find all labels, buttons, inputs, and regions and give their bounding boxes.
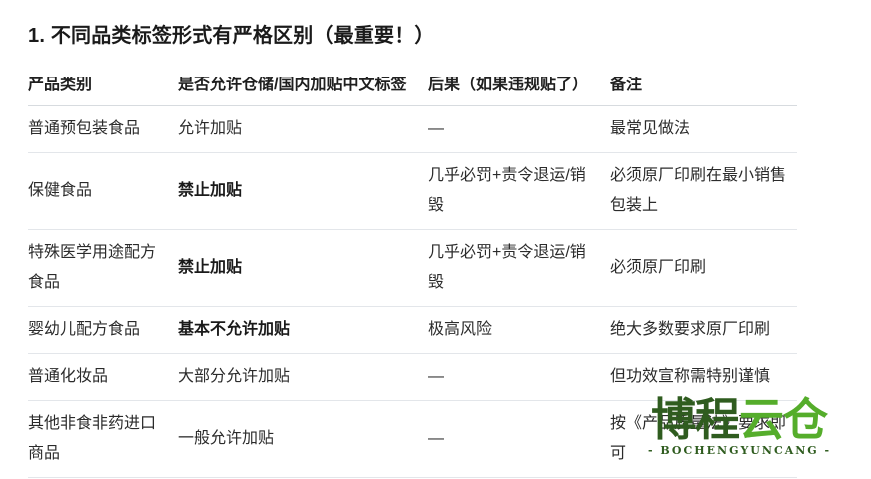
cell-allowed: 一般允许加贴 xyxy=(178,400,428,478)
cell-allowed: 禁止加贴 xyxy=(178,229,428,307)
cell-category: 特殊医学用途配方食品 xyxy=(28,229,178,307)
table-header-row: 产品类别 是否允许仓储/国内加贴中文标签 后果（如果违规贴了） 备注 xyxy=(28,77,797,106)
table-row: 普通化妆品 大部分允许加贴 — 但功效宣称需特别谨慎 xyxy=(28,353,797,401)
cell-category: 其他非食非药进口商品 xyxy=(28,400,178,478)
page-title: 1. 不同品类标签形式有严格区别（最重要！） xyxy=(28,25,435,47)
cell-note: 但功效宣称需特别谨慎 xyxy=(610,353,797,401)
cell-consequence: — xyxy=(428,400,610,478)
cell-note: 绝大多数要求原厂印刷 xyxy=(610,306,797,354)
table-row: 其他非食非药进口商品 一般允许加贴 — 按《产品质量法》要求即可 xyxy=(28,400,797,478)
cell-consequence: — xyxy=(428,353,610,401)
col-header-category: 产品类别 xyxy=(28,77,178,106)
cell-allowed: 允许加贴 xyxy=(178,105,428,153)
cell-note: 必须原厂印刷在最小销售包装上 xyxy=(610,152,797,230)
cell-consequence: 极高风险 xyxy=(428,306,610,354)
cell-allowed: 禁止加贴 xyxy=(178,152,428,230)
cell-note: 最常见做法 xyxy=(610,105,797,153)
cell-note: 必须原厂印刷 xyxy=(610,229,797,307)
cell-category: 婴幼儿配方食品 xyxy=(28,306,178,354)
label-rules-table: 产品类别 是否允许仓储/国内加贴中文标签 后果（如果违规贴了） 备注 普通预包装… xyxy=(28,77,797,478)
cell-allowed: 大部分允许加贴 xyxy=(178,353,428,401)
table-row: 普通预包装食品 允许加贴 — 最常见做法 xyxy=(28,105,797,153)
col-header-note: 备注 xyxy=(610,77,797,106)
cell-note: 按《产品质量法》要求即可 xyxy=(610,400,797,478)
cell-consequence: 几乎必罚+责令退运/销毁 xyxy=(428,152,610,230)
cell-consequence: 几乎必罚+责令退运/销毁 xyxy=(428,229,610,307)
table-row: 保健食品 禁止加贴 几乎必罚+责令退运/销毁 必须原厂印刷在最小销售包装上 xyxy=(28,152,797,230)
cell-consequence: — xyxy=(428,105,610,153)
table-row: 特殊医学用途配方食品 禁止加贴 几乎必罚+责令退运/销毁 必须原厂印刷 xyxy=(28,229,797,307)
cell-category: 保健食品 xyxy=(28,152,178,230)
col-header-consequence: 后果（如果违规贴了） xyxy=(428,77,610,106)
cell-category: 普通预包装食品 xyxy=(28,105,178,153)
table-row: 婴幼儿配方食品 基本不允许加贴 极高风险 绝大多数要求原厂印刷 xyxy=(28,306,797,354)
cell-category: 普通化妆品 xyxy=(28,353,178,401)
col-header-allowed: 是否允许仓储/国内加贴中文标签 xyxy=(178,77,428,106)
cell-allowed: 基本不允许加贴 xyxy=(178,306,428,354)
